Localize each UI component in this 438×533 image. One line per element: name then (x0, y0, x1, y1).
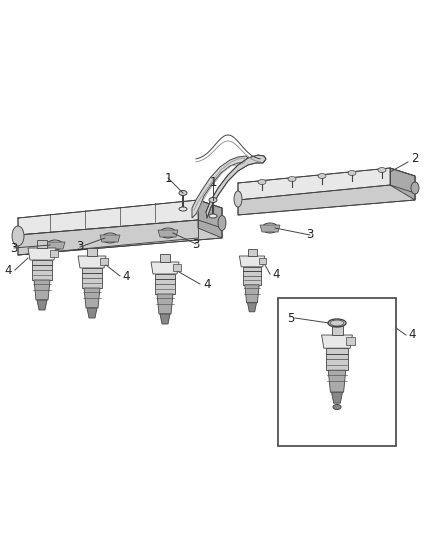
Polygon shape (18, 200, 222, 235)
Polygon shape (151, 262, 179, 274)
Polygon shape (192, 156, 248, 218)
Polygon shape (326, 348, 348, 370)
Text: 4: 4 (4, 263, 12, 277)
Polygon shape (321, 335, 353, 348)
Polygon shape (243, 267, 261, 285)
Text: 3: 3 (11, 241, 18, 254)
Polygon shape (82, 268, 102, 288)
Polygon shape (160, 254, 170, 262)
Ellipse shape (333, 405, 341, 409)
Polygon shape (332, 392, 343, 403)
Polygon shape (50, 250, 58, 257)
Polygon shape (87, 248, 97, 256)
Polygon shape (157, 294, 173, 314)
Ellipse shape (378, 167, 386, 173)
Polygon shape (328, 370, 346, 392)
Polygon shape (100, 235, 120, 242)
Polygon shape (155, 274, 175, 294)
Text: 3: 3 (306, 229, 314, 241)
Polygon shape (34, 280, 50, 300)
Text: 3: 3 (76, 240, 84, 254)
Text: 4: 4 (272, 268, 280, 280)
Bar (278, 298, 396, 446)
Text: 4: 4 (203, 278, 211, 290)
Polygon shape (84, 288, 100, 308)
Ellipse shape (258, 180, 266, 184)
Polygon shape (390, 168, 415, 200)
Ellipse shape (179, 207, 187, 211)
Text: 4: 4 (408, 328, 416, 342)
Polygon shape (45, 242, 65, 249)
Polygon shape (32, 260, 52, 280)
Polygon shape (158, 230, 178, 237)
Ellipse shape (12, 226, 24, 246)
Ellipse shape (102, 233, 118, 243)
Text: 3: 3 (192, 238, 200, 251)
Polygon shape (247, 303, 257, 312)
Polygon shape (332, 326, 343, 335)
Polygon shape (245, 285, 259, 303)
Polygon shape (247, 249, 257, 256)
Text: 5: 5 (287, 311, 295, 325)
Text: 4: 4 (122, 270, 130, 282)
Polygon shape (37, 240, 47, 248)
Polygon shape (206, 155, 266, 218)
Polygon shape (37, 300, 47, 310)
Polygon shape (259, 258, 266, 264)
Polygon shape (160, 314, 170, 324)
Polygon shape (198, 200, 222, 238)
Ellipse shape (288, 176, 296, 182)
Polygon shape (173, 264, 181, 271)
Ellipse shape (330, 320, 344, 326)
Ellipse shape (218, 215, 226, 230)
Ellipse shape (348, 171, 356, 175)
Text: 1: 1 (164, 172, 172, 184)
Polygon shape (238, 185, 415, 215)
Polygon shape (260, 225, 280, 232)
Ellipse shape (411, 182, 419, 194)
Polygon shape (238, 168, 415, 200)
Ellipse shape (47, 240, 63, 250)
Text: 2: 2 (411, 151, 419, 165)
Polygon shape (87, 308, 97, 318)
Polygon shape (28, 248, 56, 260)
Ellipse shape (160, 228, 176, 238)
Polygon shape (240, 256, 265, 267)
Text: 1: 1 (209, 176, 217, 190)
Ellipse shape (209, 214, 217, 218)
Ellipse shape (318, 174, 326, 179)
Ellipse shape (179, 190, 187, 196)
Polygon shape (346, 337, 355, 345)
Polygon shape (100, 258, 108, 265)
Ellipse shape (209, 198, 217, 203)
Ellipse shape (234, 191, 242, 207)
Polygon shape (18, 220, 222, 255)
Ellipse shape (262, 223, 278, 233)
Polygon shape (78, 256, 106, 268)
